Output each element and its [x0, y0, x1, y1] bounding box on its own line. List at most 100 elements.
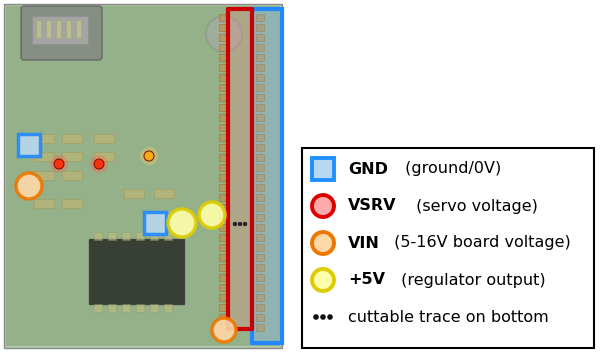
Bar: [219, 154, 227, 161]
Bar: [256, 154, 264, 161]
Bar: [256, 234, 264, 241]
Bar: [150, 232, 158, 240]
Bar: [219, 314, 227, 321]
Bar: [256, 284, 264, 291]
Bar: [108, 232, 116, 240]
Bar: [219, 204, 227, 211]
Bar: [219, 124, 227, 131]
Text: +5V: +5V: [348, 272, 385, 288]
Bar: [219, 234, 227, 241]
Circle shape: [140, 147, 158, 165]
Bar: [122, 304, 130, 312]
FancyBboxPatch shape: [21, 6, 102, 60]
Circle shape: [168, 209, 196, 237]
Text: (servo voltage): (servo voltage): [410, 199, 538, 214]
Circle shape: [313, 314, 319, 320]
Bar: [256, 174, 264, 181]
Bar: [219, 144, 227, 151]
Bar: [164, 232, 172, 240]
Bar: [252, 9, 282, 343]
Bar: [256, 124, 264, 131]
Circle shape: [94, 159, 104, 169]
Bar: [256, 74, 264, 81]
Bar: [18, 134, 40, 156]
Bar: [124, 189, 144, 198]
Bar: [94, 152, 114, 161]
Bar: [228, 9, 252, 329]
Bar: [36, 20, 41, 38]
Bar: [256, 194, 264, 201]
Bar: [136, 304, 144, 312]
Bar: [256, 204, 264, 211]
Bar: [256, 314, 264, 321]
Text: cuttable trace on bottom: cuttable trace on bottom: [348, 309, 549, 325]
Bar: [94, 134, 114, 143]
Circle shape: [144, 151, 154, 161]
Circle shape: [212, 318, 236, 342]
Bar: [150, 304, 158, 312]
Bar: [32, 16, 88, 44]
Circle shape: [327, 314, 333, 320]
Bar: [256, 34, 264, 41]
Bar: [219, 164, 227, 171]
Bar: [219, 14, 227, 21]
Bar: [34, 199, 54, 208]
Bar: [256, 164, 264, 171]
Bar: [219, 34, 227, 41]
Bar: [256, 134, 264, 141]
Text: VSRV: VSRV: [348, 199, 397, 214]
Bar: [219, 194, 227, 201]
Bar: [256, 54, 264, 61]
Bar: [94, 232, 102, 240]
Bar: [6, 6, 280, 346]
Bar: [144, 212, 166, 234]
Bar: [219, 244, 227, 251]
Bar: [219, 74, 227, 81]
Bar: [219, 254, 227, 261]
Bar: [56, 20, 61, 38]
Circle shape: [54, 159, 64, 169]
Bar: [219, 114, 227, 121]
Bar: [256, 44, 264, 51]
Bar: [256, 214, 264, 221]
Bar: [256, 324, 264, 331]
Bar: [252, 9, 282, 343]
Bar: [312, 158, 334, 180]
Bar: [219, 274, 227, 281]
Bar: [256, 64, 264, 71]
Circle shape: [233, 222, 237, 226]
Bar: [256, 84, 264, 91]
Bar: [62, 134, 82, 143]
Bar: [62, 152, 82, 161]
Bar: [219, 324, 227, 331]
Circle shape: [320, 314, 326, 320]
Circle shape: [199, 202, 225, 228]
Circle shape: [90, 155, 108, 173]
Bar: [122, 232, 130, 240]
Bar: [219, 284, 227, 291]
Bar: [256, 94, 264, 101]
Bar: [256, 254, 264, 261]
Circle shape: [238, 222, 242, 226]
Circle shape: [312, 269, 334, 291]
Circle shape: [16, 173, 42, 199]
Bar: [256, 14, 264, 21]
Bar: [154, 189, 174, 198]
Bar: [219, 134, 227, 141]
Bar: [219, 304, 227, 311]
Bar: [256, 244, 264, 251]
Bar: [256, 114, 264, 121]
Bar: [34, 152, 54, 161]
Text: GND: GND: [348, 162, 388, 176]
Bar: [219, 264, 227, 271]
Bar: [34, 171, 54, 180]
Bar: [219, 174, 227, 181]
Bar: [256, 304, 264, 311]
Bar: [62, 199, 82, 208]
Bar: [219, 54, 227, 61]
Bar: [256, 144, 264, 151]
Bar: [164, 304, 172, 312]
Bar: [46, 20, 51, 38]
Bar: [89, 239, 184, 304]
Bar: [66, 20, 71, 38]
